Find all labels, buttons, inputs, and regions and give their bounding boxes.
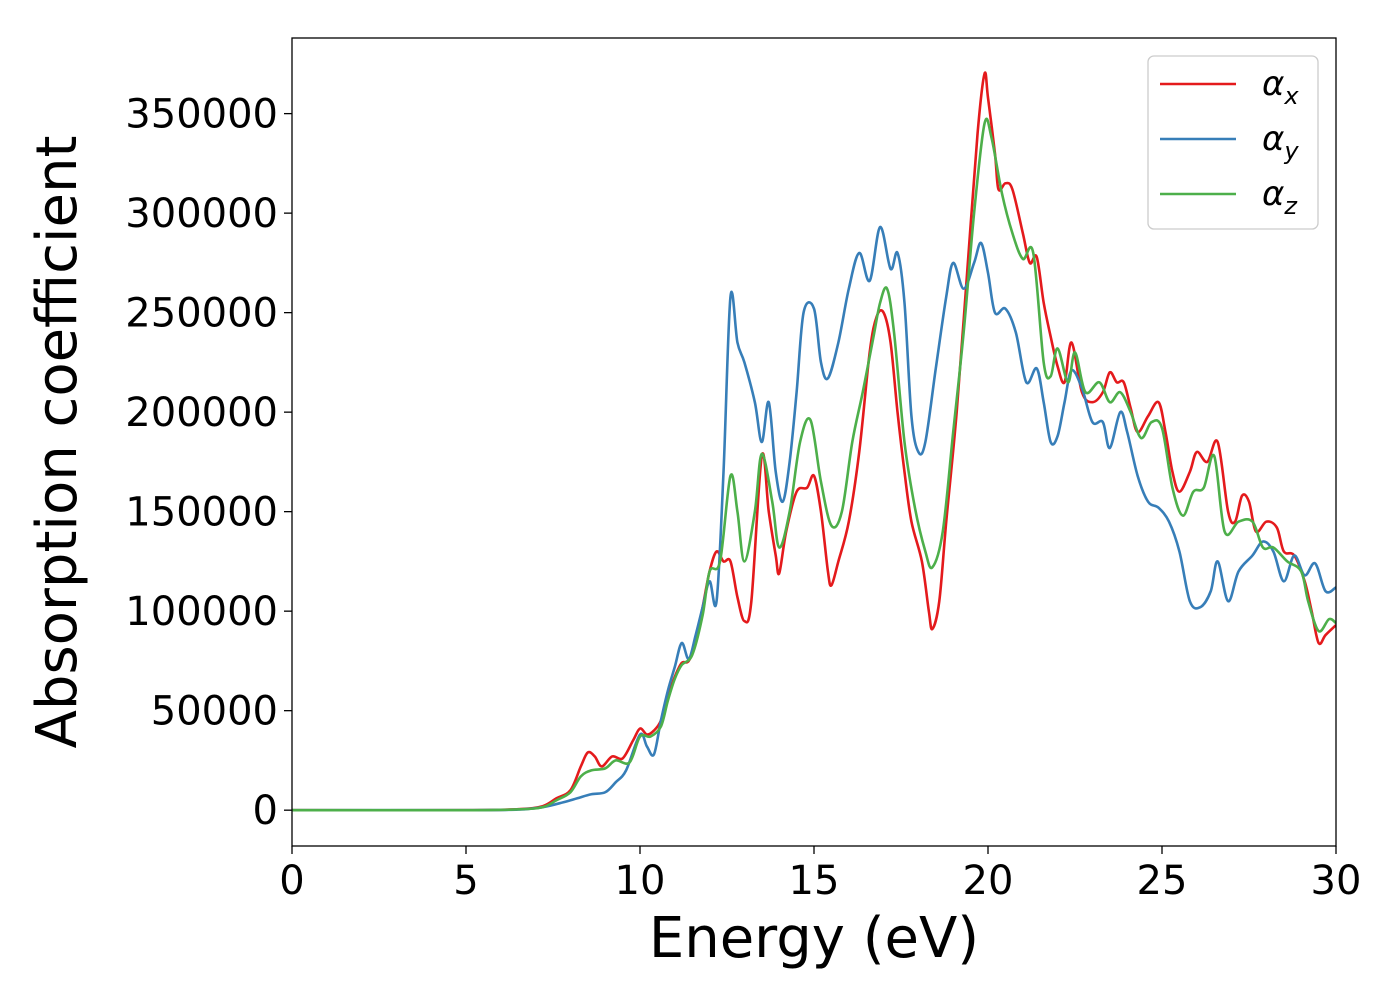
y-tick-label: 200000 (125, 390, 278, 436)
x-tick-label: 10 (615, 858, 666, 904)
y-axis-label: Absorption coefficient (25, 136, 90, 749)
x-axis-label: Energy (eV) (649, 906, 979, 971)
alpha-z-line (292, 117, 1336, 812)
series-lines (292, 71, 1336, 812)
y-axis-ticks: 0 50000 100000 150000 200000 250000 300000 3500… (125, 92, 292, 834)
x-tick-label: 20 (963, 858, 1014, 904)
x-tick-label: 0 (279, 858, 304, 904)
legend-item-alpha-z: αz (1160, 174, 1298, 220)
y-tick-label: 100000 (125, 589, 278, 635)
y-tick-label: 300000 (125, 191, 278, 237)
legend-label: αy (1262, 119, 1299, 165)
plot-frame (291, 37, 1337, 847)
y-tick-label: 250000 (125, 291, 278, 337)
legend-items: αx αy αz (1160, 64, 1299, 220)
y-tick-label: 150000 (125, 490, 278, 536)
legend-label: αx (1262, 64, 1299, 110)
y-tick-label: 350000 (125, 92, 278, 138)
x-tick-label: 30 (1311, 858, 1362, 904)
alpha-y-line (292, 225, 1336, 812)
x-tick-label: 15 (789, 858, 840, 904)
legend: αx αy αz (1147, 55, 1319, 230)
x-tick-label: 25 (1137, 858, 1188, 904)
y-tick-label: 0 (253, 788, 278, 834)
y-tick-label: 50000 (151, 689, 278, 735)
x-axis-ticks: 0 5 10 15 20 25 30 (279, 846, 1361, 904)
legend-label: αz (1262, 174, 1298, 220)
legend-box (1147, 55, 1319, 230)
legend-item-alpha-x: αx (1160, 64, 1299, 110)
legend-item-alpha-y: αy (1160, 119, 1299, 165)
x-tick-label: 5 (453, 858, 478, 904)
